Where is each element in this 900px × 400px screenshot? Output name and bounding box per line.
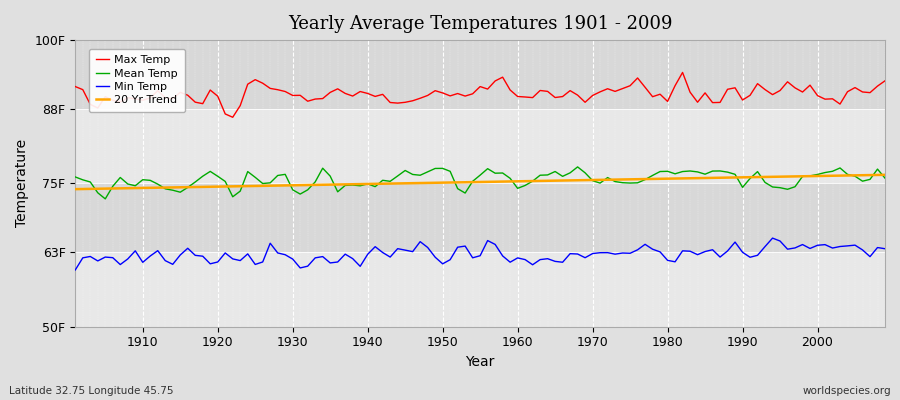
Max Temp bbox=[130, 96, 140, 101]
Min Temp bbox=[879, 246, 890, 251]
Max Temp bbox=[512, 94, 523, 99]
Mean Temp bbox=[138, 177, 148, 182]
Line: 20 Yr Trend: 20 Yr Trend bbox=[76, 175, 885, 189]
20 Yr Trend bbox=[505, 179, 516, 184]
Min Temp bbox=[340, 252, 351, 256]
20 Yr Trend bbox=[879, 172, 890, 177]
Y-axis label: Temperature: Temperature bbox=[15, 139, 29, 228]
Min Temp bbox=[505, 260, 516, 264]
20 Yr Trend bbox=[295, 183, 306, 188]
Max Temp bbox=[609, 89, 620, 94]
Min Temp bbox=[130, 248, 140, 253]
Mean Temp bbox=[70, 174, 81, 179]
Max Temp bbox=[879, 78, 890, 83]
Mean Temp bbox=[617, 180, 628, 185]
Max Temp bbox=[347, 94, 358, 98]
Min Temp bbox=[512, 256, 523, 260]
20 Yr Trend bbox=[70, 187, 81, 192]
X-axis label: Year: Year bbox=[465, 355, 495, 369]
Min Temp bbox=[70, 268, 81, 272]
Mean Temp bbox=[100, 196, 111, 201]
Mean Temp bbox=[519, 183, 530, 188]
20 Yr Trend bbox=[130, 186, 140, 190]
Legend: Max Temp, Mean Temp, Min Temp, 20 Yr Trend: Max Temp, Mean Temp, Min Temp, 20 Yr Tre… bbox=[89, 48, 184, 112]
Text: worldspecies.org: worldspecies.org bbox=[803, 386, 891, 396]
Title: Yearly Average Temperatures 1901 - 2009: Yearly Average Temperatures 1901 - 2009 bbox=[288, 15, 672, 33]
Mean Temp bbox=[512, 186, 523, 191]
Mean Temp bbox=[347, 183, 358, 188]
20 Yr Trend bbox=[512, 179, 523, 184]
Mean Temp bbox=[879, 176, 890, 180]
Min Temp bbox=[295, 266, 306, 270]
Mean Temp bbox=[302, 188, 313, 192]
Bar bbox=[76, 109, 885, 184]
Bar bbox=[76, 252, 885, 327]
Line: Min Temp: Min Temp bbox=[76, 238, 885, 270]
20 Yr Trend bbox=[340, 182, 351, 187]
Text: Latitude 32.75 Longitude 45.75: Latitude 32.75 Longitude 45.75 bbox=[9, 386, 174, 396]
Max Temp bbox=[519, 94, 530, 99]
Max Temp bbox=[677, 70, 688, 75]
Max Temp bbox=[70, 84, 81, 89]
Line: Max Temp: Max Temp bbox=[76, 72, 885, 117]
Max Temp bbox=[228, 115, 238, 120]
Min Temp bbox=[602, 250, 613, 255]
Mean Temp bbox=[572, 164, 583, 169]
Line: Mean Temp: Mean Temp bbox=[76, 167, 885, 199]
20 Yr Trend bbox=[602, 177, 613, 182]
Max Temp bbox=[302, 99, 313, 104]
Min Temp bbox=[767, 236, 778, 240]
